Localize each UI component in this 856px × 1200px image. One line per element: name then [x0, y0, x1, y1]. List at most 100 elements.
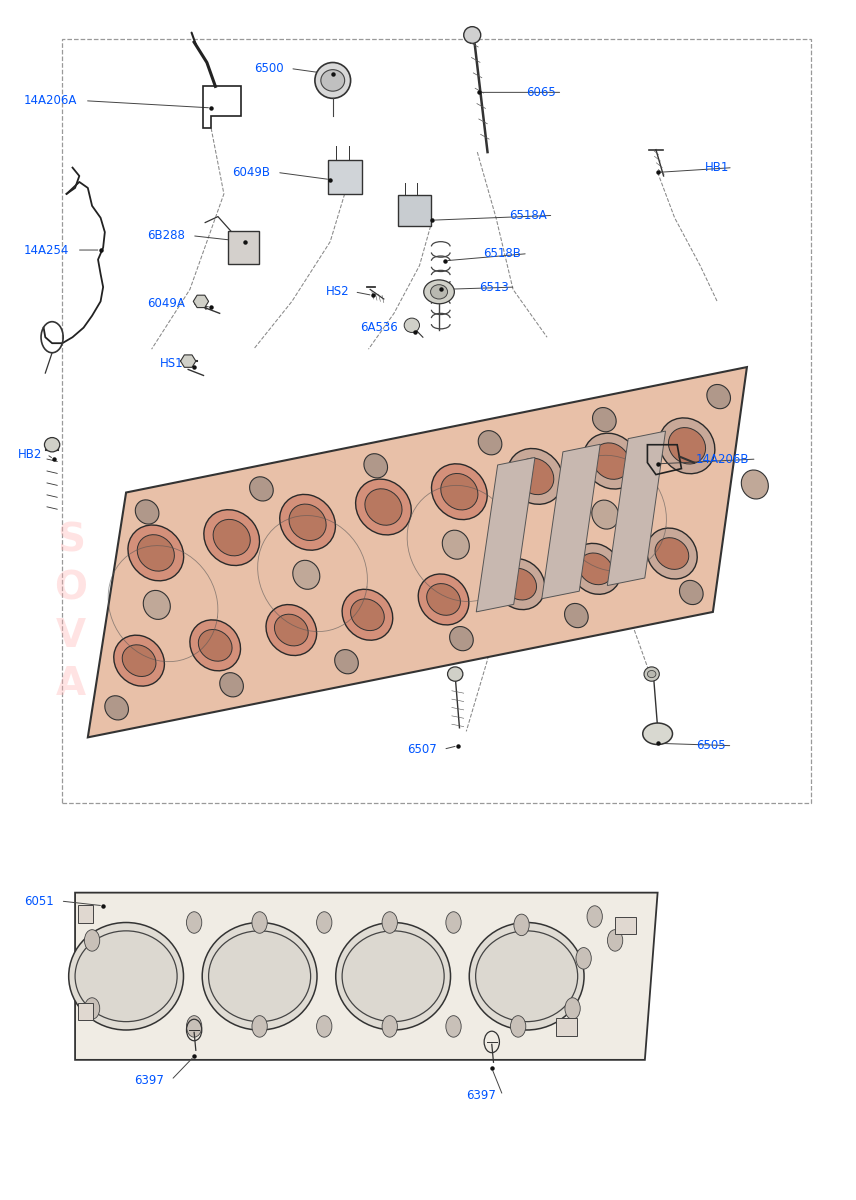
Ellipse shape	[250, 476, 273, 502]
Ellipse shape	[135, 500, 159, 524]
Ellipse shape	[289, 504, 326, 540]
Circle shape	[317, 1015, 332, 1037]
Ellipse shape	[75, 931, 177, 1021]
Ellipse shape	[570, 544, 621, 594]
Ellipse shape	[431, 284, 448, 299]
Circle shape	[187, 912, 202, 934]
Text: 14A206B: 14A206B	[696, 452, 749, 466]
Circle shape	[446, 1015, 461, 1037]
Ellipse shape	[114, 635, 164, 686]
Ellipse shape	[137, 535, 175, 571]
Circle shape	[514, 914, 529, 936]
Ellipse shape	[579, 553, 613, 584]
Ellipse shape	[707, 384, 730, 409]
Ellipse shape	[104, 696, 128, 720]
Ellipse shape	[68, 923, 183, 1030]
Text: 6049B: 6049B	[232, 166, 270, 179]
Text: A: A	[56, 665, 86, 703]
Ellipse shape	[335, 649, 359, 674]
Ellipse shape	[213, 520, 250, 556]
Text: 6049A: 6049A	[147, 298, 185, 311]
Ellipse shape	[431, 463, 487, 520]
Ellipse shape	[591, 500, 619, 529]
Ellipse shape	[199, 630, 232, 661]
Text: 6397: 6397	[134, 1074, 164, 1087]
Ellipse shape	[659, 418, 715, 474]
Ellipse shape	[202, 923, 317, 1030]
Circle shape	[587, 906, 603, 928]
Polygon shape	[608, 431, 665, 586]
Text: V: V	[56, 617, 86, 655]
Bar	[62, 38, 811, 803]
Circle shape	[565, 997, 580, 1019]
Ellipse shape	[426, 583, 461, 616]
Text: O: O	[54, 569, 87, 607]
Circle shape	[252, 912, 267, 934]
Ellipse shape	[741, 470, 769, 499]
Circle shape	[510, 1015, 526, 1037]
Text: 6397: 6397	[467, 1090, 496, 1102]
Text: 6A536: 6A536	[360, 322, 398, 334]
Ellipse shape	[565, 604, 588, 628]
Polygon shape	[193, 295, 209, 307]
Text: HS1: HS1	[160, 358, 184, 370]
Ellipse shape	[355, 479, 412, 535]
Text: 6507: 6507	[407, 743, 437, 756]
Ellipse shape	[464, 26, 481, 43]
Text: HB1: HB1	[704, 161, 728, 174]
Polygon shape	[75, 893, 657, 1060]
Ellipse shape	[122, 644, 156, 677]
Text: 6051: 6051	[24, 894, 54, 907]
Ellipse shape	[266, 605, 317, 655]
Ellipse shape	[592, 443, 630, 479]
Ellipse shape	[644, 667, 659, 682]
Text: HB2: HB2	[18, 448, 43, 461]
Ellipse shape	[315, 62, 351, 98]
Ellipse shape	[443, 530, 469, 559]
Text: HS2: HS2	[326, 286, 349, 299]
Ellipse shape	[342, 589, 393, 641]
Ellipse shape	[143, 590, 170, 619]
Ellipse shape	[321, 70, 345, 91]
Text: 6500: 6500	[253, 62, 283, 74]
Ellipse shape	[128, 526, 184, 581]
Ellipse shape	[495, 559, 545, 610]
Ellipse shape	[680, 581, 703, 605]
Circle shape	[382, 1015, 397, 1037]
Ellipse shape	[293, 560, 320, 589]
Ellipse shape	[280, 494, 336, 551]
Text: 6518B: 6518B	[484, 247, 521, 260]
Ellipse shape	[404, 318, 419, 332]
Ellipse shape	[190, 620, 241, 671]
Bar	[78, 1002, 93, 1020]
Ellipse shape	[647, 671, 656, 678]
Bar	[328, 161, 362, 194]
Ellipse shape	[502, 569, 537, 600]
Circle shape	[446, 912, 461, 934]
Ellipse shape	[583, 433, 639, 490]
Ellipse shape	[275, 614, 308, 646]
Circle shape	[85, 997, 100, 1019]
Bar	[78, 905, 93, 923]
Text: 6B288: 6B288	[147, 229, 185, 242]
Bar	[556, 1018, 577, 1036]
Circle shape	[608, 930, 623, 952]
Ellipse shape	[204, 510, 259, 565]
Text: 6518A: 6518A	[508, 209, 546, 222]
Circle shape	[576, 948, 591, 970]
Circle shape	[382, 912, 397, 934]
Bar	[615, 917, 636, 935]
Ellipse shape	[342, 931, 444, 1021]
Ellipse shape	[441, 474, 478, 510]
Text: 6513: 6513	[479, 281, 508, 294]
Ellipse shape	[449, 626, 473, 650]
Polygon shape	[542, 444, 600, 599]
Ellipse shape	[364, 454, 388, 478]
Ellipse shape	[655, 538, 689, 569]
Polygon shape	[88, 367, 747, 737]
Circle shape	[317, 912, 332, 934]
Text: 6505: 6505	[696, 739, 726, 752]
Ellipse shape	[424, 280, 455, 304]
Ellipse shape	[646, 528, 697, 580]
Ellipse shape	[365, 488, 402, 526]
